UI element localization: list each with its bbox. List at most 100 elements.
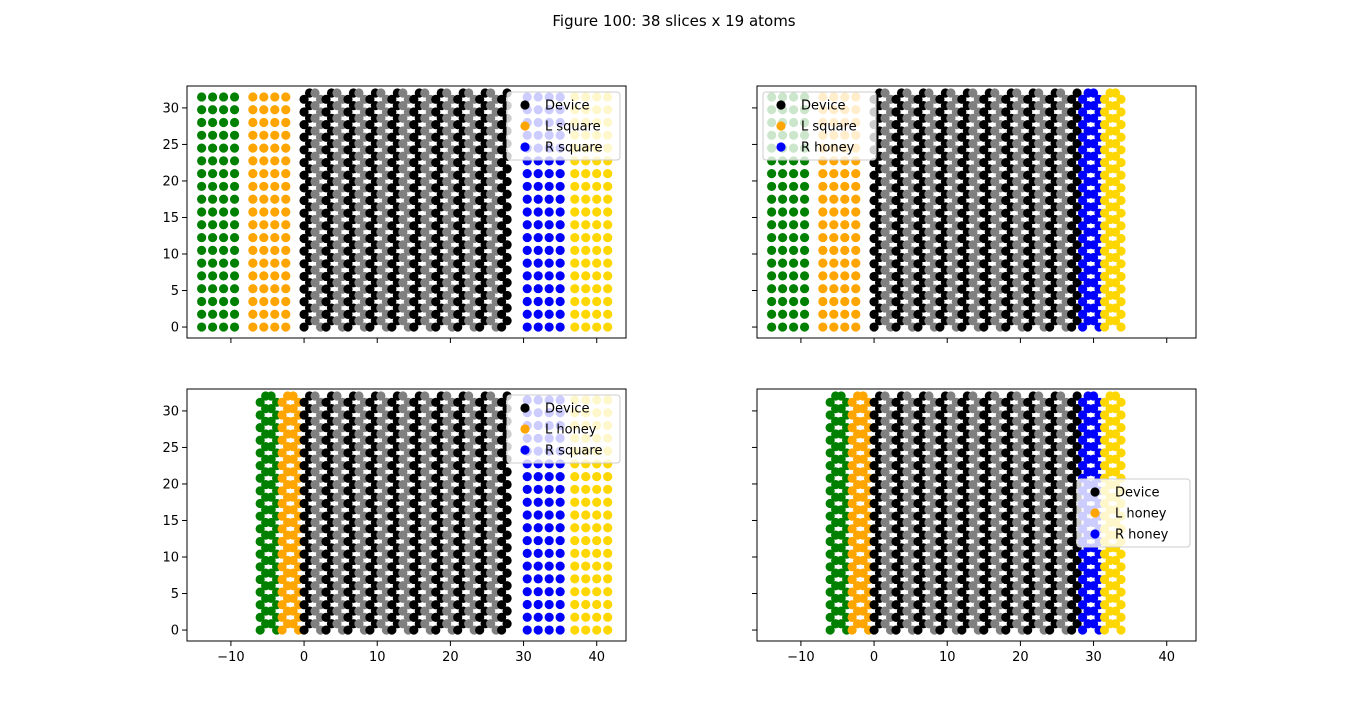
device-point: [409, 486, 419, 496]
left-lead-point: [248, 117, 258, 128]
device-point: [497, 600, 507, 610]
device-point: [321, 511, 331, 521]
right-lead-point: [592, 194, 602, 204]
device-point: [431, 410, 441, 420]
left-lead-point: [818, 296, 828, 307]
right-lead-point: [522, 472, 532, 482]
left-lead-point: [767, 232, 777, 243]
device-point: [1023, 600, 1033, 610]
device-point: [1001, 536, 1011, 547]
device-point: [979, 625, 989, 635]
device-point: [376, 505, 386, 515]
device-point: [321, 94, 331, 104]
device-point: [497, 183, 507, 193]
right-lead-point: [592, 207, 602, 217]
device-point: [880, 303, 890, 313]
device-point: [354, 416, 364, 426]
device-point: [442, 88, 452, 98]
right-lead-point: [533, 322, 543, 332]
device-point: [376, 214, 386, 225]
device-point: [1034, 555, 1044, 566]
device-point: [1012, 581, 1022, 591]
device-point: [902, 568, 912, 578]
device-point: [1072, 101, 1082, 111]
right-lead-point: [592, 574, 602, 584]
device-point: [376, 479, 386, 490]
device-point: [431, 549, 441, 559]
right-lead-point: [1116, 233, 1126, 244]
device-point: [420, 176, 430, 187]
device-point: [957, 322, 967, 332]
legend-label: L honey: [545, 423, 597, 438]
device-point: [365, 511, 375, 521]
legend-box: [506, 91, 621, 161]
device-point: [946, 176, 956, 187]
y-tick-label: 30: [162, 404, 179, 419]
device-point: [387, 284, 397, 294]
device-point: [442, 404, 452, 414]
device-point: [497, 410, 507, 420]
device-point: [332, 139, 342, 149]
right-lead-point: [522, 258, 532, 268]
right-lead-point: [555, 625, 565, 635]
device-point: [299, 448, 309, 458]
device-point: [891, 587, 901, 597]
device-point: [475, 612, 485, 622]
right-lead-point: [1088, 202, 1099, 212]
device-point: [354, 88, 364, 98]
left-lead-point: [277, 473, 287, 483]
device-point: [387, 574, 397, 585]
device-point: [502, 593, 512, 604]
right-lead-point: [555, 523, 565, 533]
device-point: [398, 581, 408, 591]
device-point: [968, 530, 978, 540]
left-lead-point: [248, 207, 258, 217]
device-point: [453, 309, 463, 319]
device-point: [332, 530, 342, 540]
device-point: [1023, 612, 1033, 622]
right-lead-point: [1110, 202, 1121, 212]
device-point: [1023, 107, 1033, 117]
right-lead-point: [603, 322, 613, 332]
device-point: [376, 619, 386, 629]
left-lead-point: [818, 181, 828, 192]
device-point: [376, 517, 386, 528]
right-lead-point: [555, 599, 565, 610]
right-lead-point: [1116, 549, 1126, 559]
right-lead-point: [1099, 549, 1110, 559]
device-point: [387, 145, 397, 155]
device-point: [880, 391, 890, 401]
right-lead-point: [1099, 309, 1110, 319]
left-lead-point: [288, 543, 298, 553]
device-point: [1023, 132, 1033, 142]
device-point: [299, 145, 309, 155]
legend-box: [762, 91, 877, 161]
left-lead-point: [281, 156, 291, 166]
device-point: [332, 240, 342, 250]
device-point: [321, 297, 331, 307]
right-lead-point: [544, 194, 554, 204]
left-lead-point: [259, 220, 269, 230]
device-point: [902, 416, 912, 426]
device-point: [321, 410, 331, 420]
device-point: [1001, 170, 1011, 180]
left-lead-point: [218, 130, 229, 140]
device-point: [365, 625, 375, 635]
device-point: [299, 170, 309, 180]
legend-label: L honey: [1115, 507, 1167, 522]
device-point: [1034, 101, 1044, 111]
left-lead-point: [270, 284, 280, 294]
device-point: [946, 303, 956, 313]
device-point: [1056, 252, 1066, 263]
left-lead-point: [255, 574, 265, 585]
left-lead-point: [259, 258, 269, 268]
device-point: [1012, 290, 1022, 301]
device-point: [310, 189, 320, 199]
y-tick-label: 15: [162, 211, 179, 226]
device-point: [420, 454, 430, 464]
device-point: [979, 612, 989, 622]
right-lead-point: [581, 207, 591, 217]
device-point: [376, 139, 386, 149]
device-point: [497, 246, 507, 256]
right-lead-point: [555, 497, 565, 507]
